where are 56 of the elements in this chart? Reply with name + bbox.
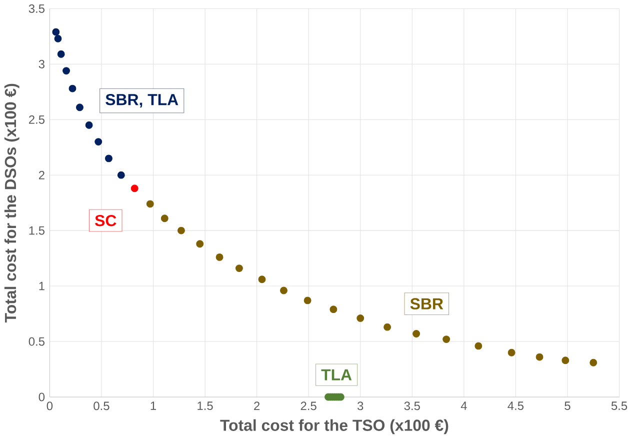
point <box>76 104 84 112</box>
point <box>94 138 102 146</box>
point <box>62 67 70 75</box>
y-tick-label: 2 <box>38 171 44 180</box>
y-tick-label: 1 <box>39 282 44 290</box>
point <box>384 324 392 332</box>
point <box>412 330 420 338</box>
point <box>536 354 544 361</box>
y-tick-label: 0 <box>38 392 45 402</box>
point <box>117 172 125 180</box>
y-tick-label: 3.5 <box>28 4 45 14</box>
point <box>160 214 168 222</box>
point <box>562 356 570 364</box>
point <box>105 154 112 162</box>
point <box>235 264 243 272</box>
x-tick-label: 1.5 <box>198 402 213 410</box>
y-tick-label: 0.5 <box>28 338 45 346</box>
point <box>57 50 65 58</box>
point <box>68 85 76 92</box>
point <box>196 240 204 248</box>
series-label: SC <box>95 215 116 226</box>
x-axis-title: Total cost for the TSO (x100 €) <box>220 420 448 434</box>
point <box>442 336 450 344</box>
point <box>330 306 338 314</box>
x-tick-label: 0.5 <box>94 402 110 410</box>
point <box>130 184 138 192</box>
y-tick-label: 1.5 <box>29 226 45 235</box>
x-tick-label: 2.5 <box>300 402 316 410</box>
y-tick-label: 3 <box>38 60 44 69</box>
point <box>590 359 598 367</box>
x-tick-label: 5.5 <box>611 402 628 410</box>
y-tick-label: 2.5 <box>29 116 45 124</box>
point <box>474 342 482 350</box>
x-tick-label: 4.5 <box>508 402 524 410</box>
point <box>146 200 154 208</box>
point <box>280 286 288 294</box>
point <box>356 314 364 322</box>
point <box>258 276 266 284</box>
point <box>54 35 62 43</box>
point <box>178 227 185 235</box>
x-tick-label: 3 <box>358 402 364 410</box>
x-tick-label: 5 <box>564 402 570 410</box>
point <box>216 254 224 262</box>
x-tick-label: 3.5 <box>404 402 420 410</box>
series-label: SBR, TLA <box>106 94 178 108</box>
series-label: TLA <box>321 370 352 381</box>
point <box>304 296 312 304</box>
point <box>508 349 516 357</box>
point <box>52 28 60 36</box>
series-label: SBR <box>410 298 444 310</box>
x-tick-label: 1 <box>150 402 156 410</box>
x-tick-label: 4 <box>460 402 467 410</box>
point <box>85 122 93 130</box>
x-tick-label: 2 <box>254 402 260 410</box>
y-axis-title: Total cost for the DSOs (x100 €) <box>4 84 20 323</box>
x-tick-label: 0 <box>46 402 53 410</box>
